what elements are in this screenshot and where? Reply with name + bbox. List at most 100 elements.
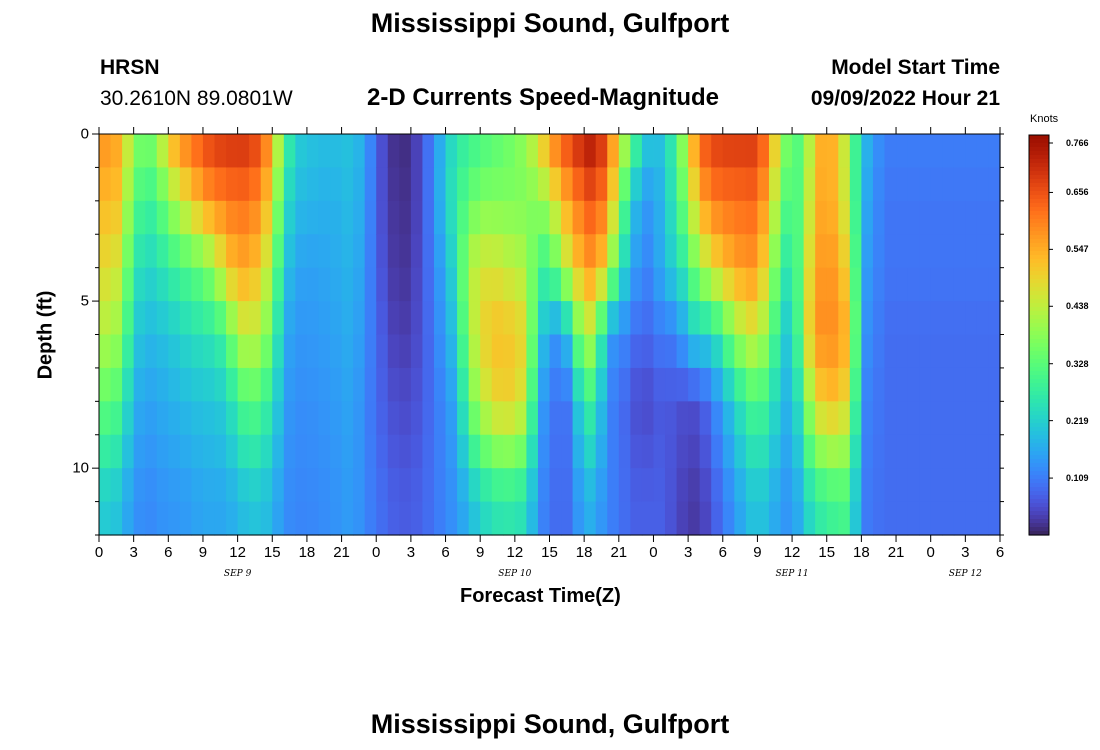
heatmap-cell bbox=[618, 134, 631, 169]
heatmap-cell bbox=[260, 401, 273, 436]
heatmap-cell bbox=[399, 134, 412, 169]
heatmap-cell bbox=[676, 434, 689, 469]
heatmap-cell bbox=[572, 434, 585, 469]
heatmap-cell bbox=[433, 301, 447, 336]
heatmap-cell bbox=[283, 434, 296, 469]
heatmap-cell bbox=[514, 401, 527, 436]
heatmap-cell bbox=[942, 167, 955, 202]
heatmap-cell bbox=[745, 267, 759, 302]
heatmap-cell bbox=[191, 301, 204, 336]
heatmap-cell bbox=[711, 367, 724, 402]
heatmap-cell bbox=[711, 334, 724, 369]
heatmap-cell bbox=[861, 301, 874, 336]
heatmap-cell bbox=[503, 200, 516, 235]
heatmap-cell bbox=[156, 167, 169, 202]
heatmap-cell bbox=[133, 301, 146, 336]
heatmap-cell bbox=[838, 200, 851, 235]
heatmap-cell bbox=[722, 334, 735, 369]
heatmap-cell bbox=[445, 334, 458, 369]
heatmap-cell bbox=[653, 367, 666, 402]
heatmap-cell bbox=[757, 134, 770, 169]
colorbar-segment bbox=[1029, 507, 1049, 512]
heatmap-cell bbox=[919, 367, 932, 402]
y-tick-label: 5 bbox=[80, 292, 89, 310]
heatmap-cell bbox=[214, 167, 227, 202]
heatmap-cell bbox=[237, 234, 250, 269]
heatmap-cell bbox=[815, 468, 828, 503]
x-axis-title: Forecast Time(Z) bbox=[460, 585, 621, 607]
heatmap-cell bbox=[561, 367, 574, 402]
heatmap-cell bbox=[387, 234, 400, 269]
heatmap-cell bbox=[838, 468, 851, 503]
heatmap-cell bbox=[341, 234, 354, 269]
heatmap-cell bbox=[318, 367, 331, 402]
heatmap-cell bbox=[145, 401, 158, 436]
heatmap-cell bbox=[780, 234, 793, 269]
heatmap-cell bbox=[549, 267, 562, 302]
heatmap-cell bbox=[722, 234, 735, 269]
x-tick-label: 6 bbox=[995, 544, 1005, 561]
heatmap-cell bbox=[919, 401, 932, 436]
heatmap-cell bbox=[849, 434, 862, 469]
colorbar-segment bbox=[1029, 383, 1049, 388]
colorbar-segment bbox=[1029, 391, 1049, 396]
heatmap-cell bbox=[237, 267, 250, 302]
heatmap-cell bbox=[630, 334, 643, 369]
heatmap-cell bbox=[214, 200, 227, 235]
colorbar-unit-label: Knots bbox=[1030, 113, 1059, 125]
heatmap-cell bbox=[953, 301, 966, 336]
heatmap-cell bbox=[260, 134, 273, 169]
heatmap-cell bbox=[283, 468, 296, 503]
heatmap-cell bbox=[387, 334, 400, 369]
heatmap-cell bbox=[445, 167, 458, 202]
heatmap-cell bbox=[364, 234, 377, 269]
heatmap-cell bbox=[457, 200, 470, 235]
heatmap-cell bbox=[919, 200, 932, 235]
heatmap-cell bbox=[838, 267, 851, 302]
heatmap-cell bbox=[849, 234, 862, 269]
heatmap-cell bbox=[156, 267, 169, 302]
heatmap-cell bbox=[896, 367, 909, 402]
heatmap-cell bbox=[734, 434, 747, 469]
heatmap-cell bbox=[364, 501, 377, 536]
heatmap-cell bbox=[595, 401, 608, 436]
x-tick-label: 6 bbox=[718, 544, 727, 561]
heatmap-cell bbox=[815, 334, 828, 369]
x-tick-label: 21 bbox=[610, 544, 628, 561]
heatmap-cell bbox=[399, 267, 412, 302]
heatmap-cell bbox=[306, 134, 320, 169]
heatmap-cell bbox=[861, 234, 874, 269]
heatmap-cell bbox=[653, 134, 666, 169]
heatmap-cell bbox=[607, 267, 620, 302]
heatmap-cell bbox=[526, 167, 539, 202]
heatmap-cell bbox=[156, 301, 169, 336]
heatmap-cell bbox=[584, 434, 597, 469]
heatmap-cell bbox=[919, 468, 932, 503]
heatmap-cell bbox=[376, 301, 389, 336]
heatmap-cell bbox=[745, 501, 759, 536]
heatmap-cell bbox=[422, 267, 435, 302]
heatmap-cell bbox=[480, 434, 493, 469]
heatmap-cell bbox=[607, 200, 620, 235]
heatmap-cell bbox=[341, 267, 354, 302]
heatmap-cell bbox=[757, 434, 770, 469]
heatmap-cell bbox=[849, 134, 862, 169]
heatmap-cell bbox=[572, 234, 585, 269]
heatmap-cell bbox=[745, 401, 759, 436]
station-coordinates: 30.2610N 89.0801W bbox=[100, 87, 293, 110]
heatmap-cell bbox=[838, 134, 851, 169]
heatmap-cell bbox=[399, 234, 412, 269]
colorbar-segment bbox=[1029, 463, 1049, 468]
heatmap-cell bbox=[410, 134, 424, 169]
heatmap-cell bbox=[976, 134, 990, 169]
heatmap-cell bbox=[306, 234, 320, 269]
heatmap-cell bbox=[919, 267, 932, 302]
heatmap-cell bbox=[330, 167, 343, 202]
heatmap-cell bbox=[953, 501, 966, 536]
heatmap-cell bbox=[272, 367, 285, 402]
heatmap-cell bbox=[988, 301, 1001, 336]
heatmap-cell bbox=[179, 134, 193, 169]
heatmap-cell bbox=[468, 367, 481, 402]
heatmap-cell bbox=[896, 200, 909, 235]
heatmap-cell bbox=[815, 434, 828, 469]
